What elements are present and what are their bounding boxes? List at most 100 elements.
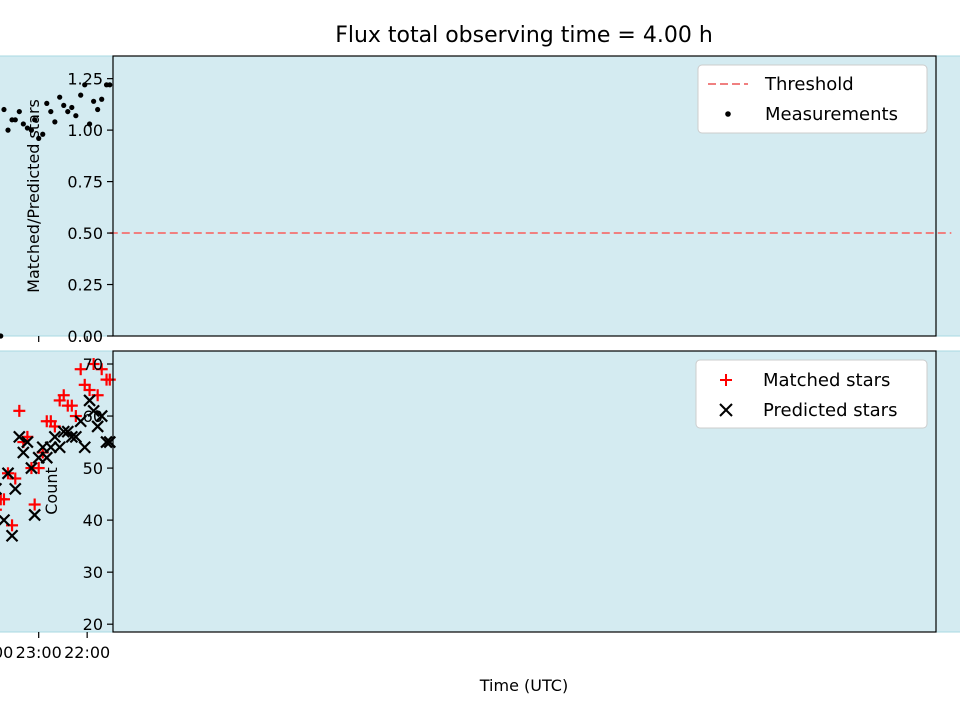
bottom-ytick-label: 70 xyxy=(83,355,103,374)
measurement-point xyxy=(0,333,4,339)
measurement-point xyxy=(48,108,54,115)
top-ytick-label: 0.25 xyxy=(67,276,103,295)
matched-star-point xyxy=(87,358,100,371)
legend-predicted-swatch xyxy=(719,403,733,417)
top-ytick-label: 1.25 xyxy=(67,70,103,89)
measurement-point xyxy=(57,94,63,100)
predicted-star-point xyxy=(61,425,75,438)
top-ytick-label: 0.00 xyxy=(67,327,103,346)
legend-predicted-label: Predicted stars xyxy=(763,400,897,421)
measurement-point xyxy=(91,98,97,104)
matched-star-point xyxy=(61,399,74,412)
predicted-star-point xyxy=(87,404,100,418)
predicted-star-point xyxy=(48,430,62,444)
top-ytick-label: 0.50 xyxy=(67,224,103,243)
measurement-point xyxy=(20,121,26,127)
matched-star-point xyxy=(28,498,41,511)
bottom-ytick-label: 60 xyxy=(83,407,103,426)
measurement-point xyxy=(99,96,105,102)
predicted-star-point xyxy=(78,440,92,454)
measurement-point xyxy=(103,82,110,88)
measurement-point xyxy=(28,127,35,133)
measurement-point xyxy=(69,104,75,111)
matched-star-point xyxy=(74,363,87,376)
matched-star-point xyxy=(78,378,91,391)
predicted-star-point xyxy=(25,461,38,475)
measurement-point xyxy=(9,117,15,123)
predicted-star-point xyxy=(57,425,71,438)
predicted-star-point xyxy=(13,430,26,444)
measurement-point xyxy=(32,117,38,123)
predicted-star-point xyxy=(1,467,15,480)
bottom-y-ticks: 20 30 40 50 60 70 xyxy=(83,355,113,634)
bottom-legend: Matched stars Predicted stars xyxy=(695,359,928,429)
predicted-star-point xyxy=(74,414,87,428)
matched-star-point xyxy=(9,472,22,485)
predicted-star-point xyxy=(100,435,113,449)
measurement-point xyxy=(52,119,58,125)
measurement-point xyxy=(86,121,93,127)
matched-star-point xyxy=(53,394,66,407)
measurement-point xyxy=(1,106,7,113)
x-axis-label: Time (UTC) xyxy=(479,676,568,695)
top-ytick-label: 0.75 xyxy=(67,173,103,192)
predicted-star-point xyxy=(21,435,34,449)
measurement-point xyxy=(78,92,84,98)
top-y-axis-label: Matched/Predicted stars xyxy=(24,99,43,293)
measurement-point xyxy=(5,127,11,133)
measurement-point xyxy=(61,102,67,109)
measurement-point xyxy=(65,108,71,115)
predicted-star-point xyxy=(32,451,45,464)
predicted-star-point xyxy=(17,446,30,459)
legend-measurements-label: Measurements xyxy=(765,104,898,125)
measurement-point xyxy=(82,82,88,88)
measurement-point xyxy=(36,135,42,141)
measurement-point xyxy=(40,131,46,137)
top-panel: 0.00 0.25 0.50 0.75 1.00 1.25 Matched/Predict… xyxy=(0,55,960,346)
bottom-axes-frame xyxy=(112,350,937,633)
legend-measurements-swatch xyxy=(725,111,731,117)
predicted-star-point xyxy=(83,394,96,407)
bottom-y-axis-label: Count xyxy=(42,467,61,515)
matched-star-point xyxy=(100,373,113,386)
matched-star-point xyxy=(95,363,108,376)
top-x-ticks xyxy=(38,336,88,342)
bottom-legend-box xyxy=(695,359,928,429)
predicted-star-point xyxy=(36,440,50,454)
predicted-star-point xyxy=(69,430,83,444)
matched-star-point xyxy=(13,404,26,417)
legend-matched-label: Matched stars xyxy=(763,370,890,391)
predicted-star-point xyxy=(95,409,108,423)
predicted-star-point xyxy=(8,482,22,496)
legend-matched-swatch xyxy=(720,374,732,386)
top-ytick-label: 1.00 xyxy=(67,121,103,140)
chart-title: Flux total observing time = 4.00 h xyxy=(335,23,713,48)
measurement-point xyxy=(95,106,101,113)
bottom-ytick-label: 50 xyxy=(83,459,103,478)
top-measurement-points xyxy=(0,82,113,339)
predicted-star-point xyxy=(28,508,41,522)
bottom-xtick-label: 23:00 xyxy=(16,643,62,662)
matched-star-point xyxy=(40,415,53,428)
measurement-point xyxy=(73,113,79,119)
measurement-point xyxy=(44,100,50,106)
measurement-point xyxy=(24,125,30,131)
bottom-ytick-label: 30 xyxy=(83,563,103,582)
bottom-ytick-label: 20 xyxy=(83,615,103,634)
matched-star-point xyxy=(0,493,7,506)
bottom-panel: 20 30 40 50 60 70 22:0023:0000:0001:0002:0003… xyxy=(0,350,960,695)
bottom-xtick-label: 00:00 xyxy=(0,643,13,662)
bottom-ytick-label: 40 xyxy=(83,511,103,530)
predicted-star-point xyxy=(91,420,104,433)
legend-threshold-label: Threshold xyxy=(764,74,854,95)
predicted-star-point xyxy=(0,513,11,527)
bottom-xtick-label: 22:00 xyxy=(64,643,110,662)
top-y-ticks: 0.00 0.25 0.50 0.75 1.00 1.25 xyxy=(67,70,113,346)
predicted-stars-points xyxy=(0,394,117,543)
top-legend-box xyxy=(697,64,928,134)
predicted-star-point xyxy=(5,529,19,543)
top-legend: Threshold Measurements xyxy=(697,64,928,134)
top-axes-frame xyxy=(112,55,937,337)
